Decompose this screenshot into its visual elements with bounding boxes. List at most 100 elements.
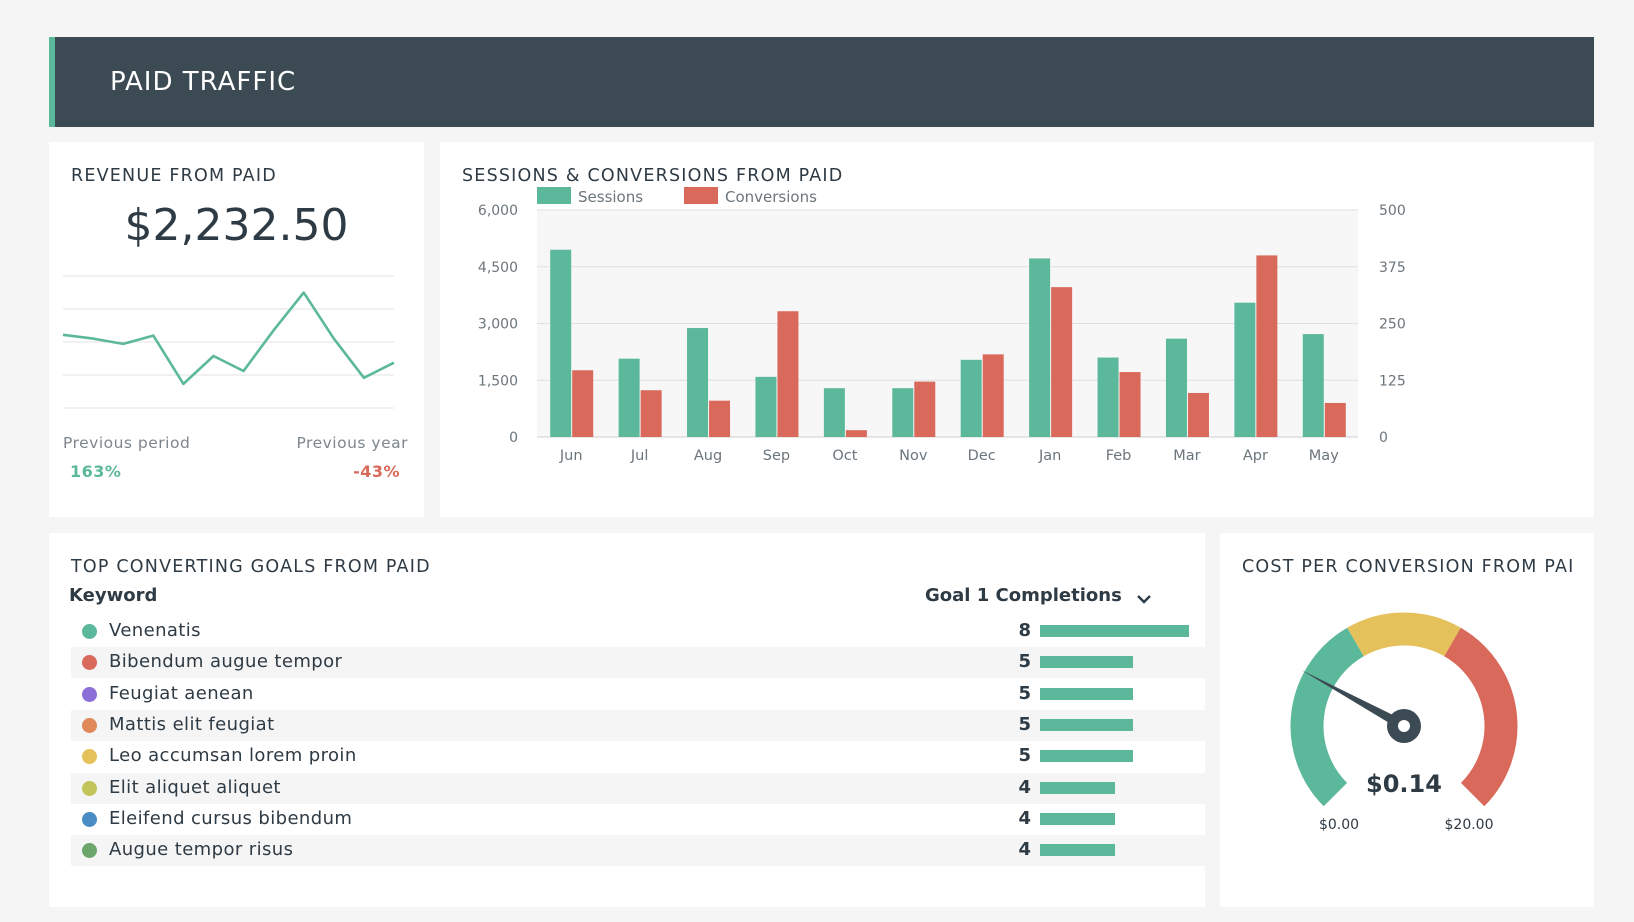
goal-bar bbox=[1040, 781, 1115, 794]
page-title: PAID TRAFFIC bbox=[110, 67, 297, 97]
goal-bar bbox=[1040, 812, 1115, 825]
gauge-value: $0.14 bbox=[1366, 770, 1442, 798]
sessions-bar bbox=[1165, 338, 1187, 437]
goal-keyword: Mattis elit feugiat bbox=[109, 713, 275, 735]
conversions-bar bbox=[1324, 402, 1346, 437]
sessions-card: SESSIONS & CONVERSIONS FROM PAID 0 0 1,500… bbox=[440, 142, 1594, 517]
goal-value: 4 bbox=[1018, 807, 1031, 829]
gauge-segment-red bbox=[1443, 627, 1518, 807]
conversions-bar bbox=[1187, 392, 1209, 437]
goals-card: TOP CONVERTING GOALS FROM PAID Keyword G… bbox=[49, 533, 1208, 907]
goal-keyword: Bibendum augue tempor bbox=[109, 651, 343, 673]
conversions-bar bbox=[1051, 287, 1073, 437]
conversions-bar bbox=[982, 354, 1004, 437]
x-tick-label: Feb bbox=[1106, 448, 1132, 464]
metric-dropdown[interactable]: Goal 1 Completions bbox=[925, 583, 1215, 611]
sessions-title: SESSIONS & CONVERSIONS FROM PAID bbox=[462, 166, 844, 186]
y-left-tick-label: 6,000 bbox=[478, 203, 518, 219]
sessions-bar bbox=[960, 359, 982, 437]
previous-period-label: Previous period bbox=[63, 434, 191, 452]
goal-value: 4 bbox=[1018, 839, 1031, 861]
revenue-title: REVENUE FROM PAID bbox=[71, 166, 277, 186]
y-right-tick-label: 125 bbox=[1379, 373, 1406, 389]
y-right-tick-label: 375 bbox=[1379, 260, 1406, 276]
table-row: Mattis elit feugiat 5 bbox=[71, 709, 1208, 741]
x-tick-label: Dec bbox=[968, 448, 996, 464]
y-left-tick-label: 3,000 bbox=[478, 317, 518, 333]
previous-year-value: -43% bbox=[353, 462, 400, 481]
y-right-tick-label: 0 bbox=[1379, 430, 1388, 446]
color-dot-icon bbox=[82, 686, 97, 702]
chevron-down-icon bbox=[1137, 595, 1151, 604]
sessions-bar bbox=[687, 328, 709, 437]
sessions-bar bbox=[755, 376, 777, 437]
x-tick-label: Aug bbox=[694, 448, 722, 464]
previous-period-value: 163% bbox=[70, 462, 122, 481]
sessions-bar bbox=[892, 388, 914, 437]
previous-year-label: Previous year bbox=[296, 434, 408, 452]
revenue-sparkline bbox=[62, 275, 395, 409]
color-dot-icon bbox=[82, 749, 97, 765]
cost-gauge: $0.14 $0.00 $20.00 bbox=[1290, 612, 1518, 833]
sessions-bar bbox=[1097, 357, 1119, 437]
conversions-bar bbox=[845, 430, 867, 437]
revenue-card: REVENUE FROM PAID $2,232.50 Previous per… bbox=[49, 142, 424, 517]
conversions-bar bbox=[640, 390, 662, 437]
goal-keyword: Eleifend cursus bibendum bbox=[109, 807, 353, 829]
goal-keyword: Elit aliquet aliquet bbox=[109, 776, 281, 798]
sparkline-line bbox=[62, 291, 395, 386]
table-row: Venenatis 8 bbox=[71, 616, 1208, 647]
conversions-bar bbox=[1256, 255, 1278, 437]
legend-label-conversions: Conversions bbox=[725, 188, 817, 206]
color-dot-icon bbox=[82, 655, 97, 671]
goal-bar bbox=[1040, 718, 1134, 731]
conversions-bar bbox=[709, 400, 731, 437]
x-tick-label: Jul bbox=[630, 448, 649, 464]
page-header: PAID TRAFFIC bbox=[49, 37, 1594, 127]
x-tick-label: Sep bbox=[763, 448, 790, 464]
goal-keyword: Leo accumsan lorem proin bbox=[109, 745, 357, 767]
table-row: Eleifend cursus bibendum 4 bbox=[71, 804, 1208, 835]
conversions-bar bbox=[1119, 372, 1141, 437]
color-dot-icon bbox=[82, 717, 97, 733]
sessions-bar bbox=[1302, 334, 1324, 437]
legend-label-sessions: Sessions bbox=[578, 188, 643, 206]
goals-title: TOP CONVERTING GOALS FROM PAID bbox=[71, 557, 431, 577]
goal-value: 5 bbox=[1018, 682, 1031, 704]
goal-value: 5 bbox=[1018, 651, 1031, 673]
goal-value: 5 bbox=[1018, 713, 1031, 735]
goal-bar bbox=[1040, 687, 1134, 700]
gauge-hub-center bbox=[1398, 720, 1410, 732]
y-left-tick-label: 1,500 bbox=[478, 373, 518, 389]
y-right-tick-label: 500 bbox=[1379, 203, 1406, 219]
y-left-tick-label: 4,500 bbox=[478, 260, 518, 276]
x-tick-label: Jun bbox=[559, 448, 583, 464]
table-row: Bibendum augue tempor 5 bbox=[71, 647, 1208, 679]
legend-swatch-sessions bbox=[537, 187, 571, 204]
gauge-needle bbox=[1301, 669, 1417, 733]
cost-title: COST PER CONVERSION FROM PAI bbox=[1242, 557, 1575, 577]
sessions-bar bbox=[1234, 302, 1256, 437]
x-tick-label: Apr bbox=[1243, 448, 1268, 464]
color-dot-icon bbox=[82, 780, 97, 796]
sessions-bar bbox=[1029, 258, 1051, 437]
y-right-tick-label: 250 bbox=[1379, 317, 1406, 333]
sessions-bar bbox=[618, 358, 640, 437]
revenue-value: $2,232.50 bbox=[124, 200, 349, 251]
cost-card: COST PER CONVERSION FROM PAI $0.14 $0.00 $… bbox=[1220, 533, 1594, 907]
goal-bar bbox=[1040, 656, 1134, 669]
conversions-bar bbox=[914, 381, 936, 437]
sessions-conversions-chart: 0 0 1,500 125 3,000 250 4,500 375 6,000 500 Jun Jul… bbox=[478, 187, 1406, 464]
goal-bar bbox=[1040, 750, 1134, 763]
gauge-max-label: $20.00 bbox=[1445, 817, 1494, 833]
y-left-tick-label: 0 bbox=[509, 430, 518, 446]
goal-keyword: Venenatis bbox=[109, 620, 201, 641]
color-dot-icon bbox=[82, 811, 97, 827]
gauge-segment-yellow bbox=[1347, 612, 1461, 657]
goal-bar bbox=[1040, 625, 1189, 637]
x-tick-label: Jan bbox=[1038, 448, 1061, 464]
goal-keyword: Augue tempor risus bbox=[109, 839, 294, 861]
x-tick-label: May bbox=[1309, 448, 1339, 464]
conversions-bar bbox=[572, 370, 594, 437]
goal-value: 5 bbox=[1018, 745, 1031, 767]
